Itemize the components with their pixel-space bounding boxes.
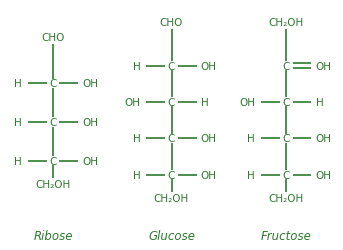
Text: OH: OH [82, 156, 98, 166]
Text: OH: OH [124, 98, 140, 108]
Text: CH₂OH: CH₂OH [269, 18, 304, 28]
Text: OH: OH [201, 134, 217, 144]
Text: OH: OH [316, 61, 332, 71]
Text: H: H [132, 170, 140, 180]
Text: C: C [49, 156, 57, 166]
Text: OH: OH [82, 79, 98, 89]
Text: H: H [201, 98, 209, 108]
Text: C: C [168, 98, 175, 108]
Text: H: H [14, 79, 22, 89]
Text: C: C [49, 79, 57, 89]
Text: H: H [316, 98, 323, 108]
Text: H: H [247, 134, 255, 144]
Text: Glucose: Glucose [148, 230, 195, 242]
Text: C: C [283, 61, 290, 71]
Text: Ribose: Ribose [33, 230, 73, 242]
Text: C: C [168, 134, 175, 144]
Text: H: H [14, 156, 22, 166]
Text: CH₂OH: CH₂OH [154, 193, 189, 203]
Text: H: H [14, 118, 22, 128]
Text: OH: OH [201, 170, 217, 180]
Text: CH₂OH: CH₂OH [36, 180, 71, 190]
Text: C: C [168, 61, 175, 71]
Text: OH: OH [316, 134, 332, 144]
Text: H: H [247, 170, 255, 180]
Text: C: C [283, 170, 290, 180]
Text: CHO: CHO [160, 18, 183, 28]
Text: Fructose: Fructose [261, 230, 312, 242]
Text: H: H [132, 61, 140, 71]
Text: C: C [283, 98, 290, 108]
Text: C: C [283, 134, 290, 144]
Text: OH: OH [316, 170, 332, 180]
Text: OH: OH [82, 118, 98, 128]
Text: C: C [49, 118, 57, 128]
Text: H: H [132, 134, 140, 144]
Text: C: C [168, 170, 175, 180]
Text: CH₂OH: CH₂OH [269, 193, 304, 203]
Text: CHO: CHO [42, 32, 65, 42]
Text: OH: OH [239, 98, 255, 108]
Text: OH: OH [201, 61, 217, 71]
